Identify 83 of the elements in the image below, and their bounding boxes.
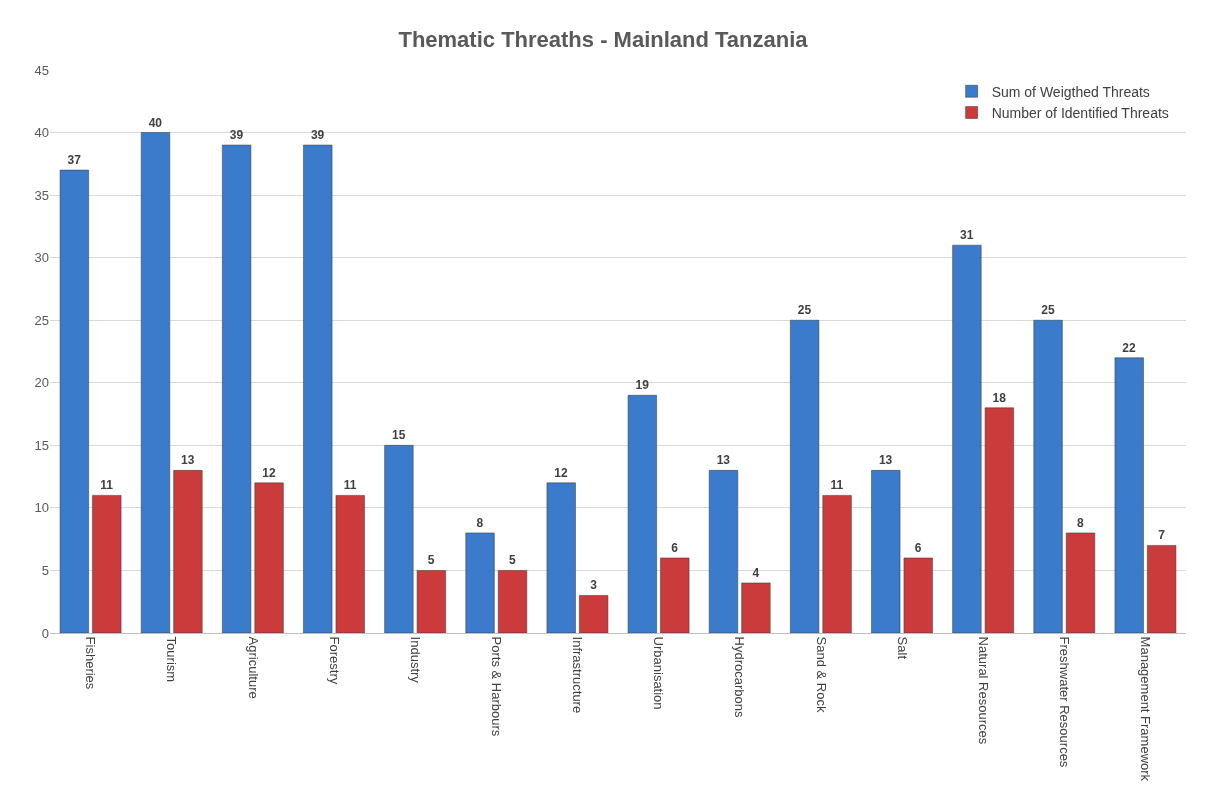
y-tick-label: 0 bbox=[41, 625, 49, 641]
y-tick-label: 30 bbox=[34, 250, 49, 266]
y-tick-label: 25 bbox=[34, 312, 49, 328]
bar bbox=[627, 395, 657, 633]
x-tick-label: Natural Resources bbox=[975, 636, 991, 745]
data-label: 13 bbox=[716, 453, 731, 468]
data-label: 25 bbox=[797, 303, 812, 318]
data-label: 25 bbox=[1041, 303, 1055, 318]
bar bbox=[579, 595, 609, 633]
data-label: 37 bbox=[67, 153, 82, 168]
bar bbox=[416, 570, 446, 633]
data-label: 12 bbox=[262, 465, 276, 480]
bar bbox=[1033, 319, 1063, 633]
data-label: 8 bbox=[476, 515, 484, 530]
bar bbox=[465, 532, 495, 633]
data-label: 13 bbox=[181, 453, 195, 468]
data-label: 11 bbox=[830, 478, 844, 493]
y-tick-label: 45 bbox=[34, 62, 49, 78]
y-tick-label: 40 bbox=[34, 125, 49, 141]
x-tick-label: Infrastructure bbox=[570, 636, 586, 714]
data-label: 11 bbox=[343, 478, 357, 493]
y-tick-label: 15 bbox=[34, 437, 49, 453]
bar bbox=[984, 407, 1014, 633]
bar bbox=[903, 557, 933, 633]
bar bbox=[140, 132, 171, 633]
bar bbox=[92, 495, 122, 633]
x-tick-label: Hydrocarbons bbox=[732, 636, 748, 719]
x-tick-label: Salt bbox=[894, 636, 910, 660]
data-label: 4 bbox=[752, 565, 760, 580]
bar bbox=[871, 470, 901, 633]
chart-title: Thematic Threaths - Mainland Tanzania bbox=[398, 27, 809, 53]
data-label: 40 bbox=[148, 115, 163, 130]
y-tick-label: 35 bbox=[34, 187, 49, 203]
data-label: 13 bbox=[878, 453, 893, 468]
data-label: 6 bbox=[671, 540, 679, 555]
legend-label: Number of Identified Threats bbox=[991, 104, 1169, 121]
data-label: 5 bbox=[509, 553, 517, 568]
x-tick-label: Freshwater Resources bbox=[1057, 636, 1073, 768]
bar bbox=[708, 470, 739, 633]
data-label: 12 bbox=[554, 465, 569, 480]
bar bbox=[660, 557, 690, 633]
bar bbox=[303, 144, 333, 633]
legend-label: Sum of Weigthed Threats bbox=[991, 83, 1150, 100]
x-tick-label: Agriculture bbox=[245, 636, 261, 699]
data-label: 11 bbox=[100, 478, 114, 493]
y-tick-label: 5 bbox=[41, 562, 49, 578]
bar bbox=[497, 570, 528, 633]
bar bbox=[1065, 532, 1096, 633]
bar bbox=[59, 169, 89, 633]
data-label: 8 bbox=[1077, 515, 1085, 530]
data-label: 6 bbox=[914, 540, 922, 555]
y-tick-label: 20 bbox=[34, 375, 49, 391]
bar bbox=[952, 244, 982, 633]
bar bbox=[222, 144, 252, 633]
bar bbox=[790, 319, 820, 633]
x-tick-label: Tourism bbox=[164, 636, 180, 683]
bar bbox=[546, 482, 576, 633]
bar bbox=[173, 470, 203, 633]
data-label: 7 bbox=[1158, 528, 1166, 543]
data-label: 22 bbox=[1122, 340, 1137, 355]
bar bbox=[1147, 545, 1177, 633]
data-label: 39 bbox=[229, 128, 244, 143]
x-tick-label: Management Framework bbox=[1138, 636, 1154, 782]
x-tick-label: Fisheries bbox=[83, 636, 99, 690]
bar bbox=[741, 582, 771, 633]
data-label: 18 bbox=[992, 390, 1007, 405]
data-label: 31 bbox=[960, 228, 974, 243]
data-label: 19 bbox=[635, 378, 650, 393]
x-tick-label: Urbanisation bbox=[651, 636, 667, 710]
x-tick-label: Sand & Rock bbox=[813, 636, 829, 713]
data-label: 5 bbox=[427, 553, 435, 568]
bar bbox=[335, 495, 365, 633]
x-tick-label: Forestry bbox=[326, 636, 342, 685]
x-tick-label: Industry bbox=[407, 636, 423, 684]
data-label: 15 bbox=[392, 428, 406, 443]
y-tick-label: 10 bbox=[34, 500, 49, 516]
bar bbox=[254, 482, 284, 633]
data-label: 39 bbox=[310, 128, 325, 143]
x-tick-label: Ports & Harbours bbox=[489, 636, 505, 737]
bar bbox=[822, 495, 852, 633]
data-label: 3 bbox=[590, 578, 598, 593]
bar bbox=[1114, 357, 1144, 633]
bar bbox=[384, 445, 414, 633]
